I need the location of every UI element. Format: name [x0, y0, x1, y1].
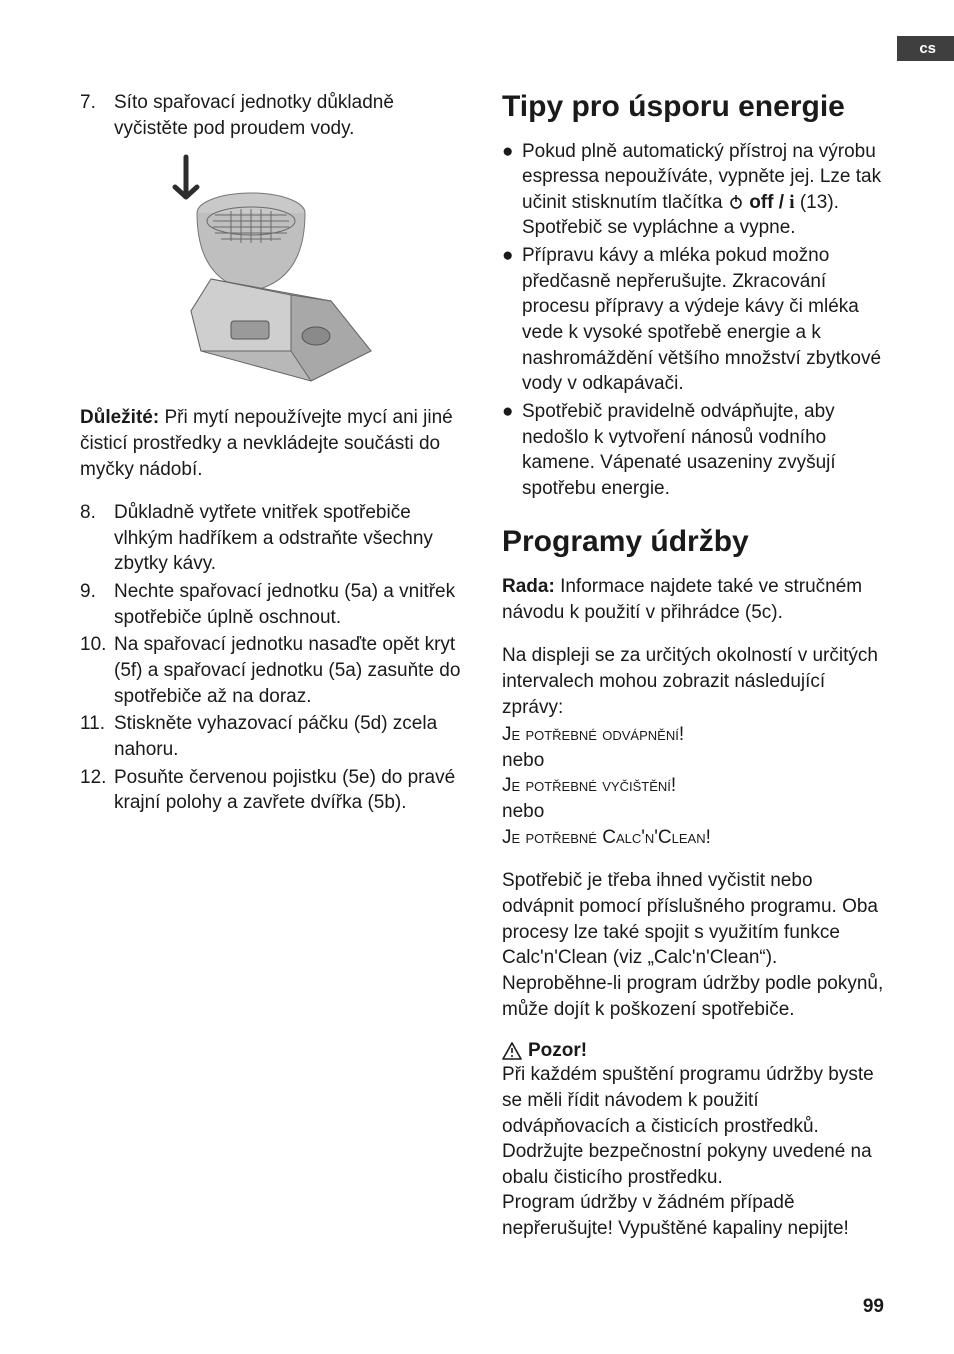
step-number: 11. — [80, 711, 114, 762]
left-column: 7. Síto spařovací jednotky důkladně vyči… — [80, 90, 462, 1242]
display-message: Je potřebné vyčištění! — [502, 773, 884, 799]
bullet-text: Přípravu kávy a mléka pokud možno předča… — [522, 243, 884, 397]
energy-tips-heading: Tipy pro úsporu energie — [502, 90, 884, 125]
step-text: Stiskněte vyhazovací páčku (5d) zcela na… — [114, 711, 462, 762]
bullet-icon: ● — [502, 243, 522, 397]
or-separator: nebo — [502, 799, 884, 825]
list-item: 11.Stiskněte vyhazovací páčku (5d) zcela… — [80, 711, 462, 762]
maintenance-paragraph: Spotřebič je třeba ihned vyčistit nebo o… — [502, 868, 884, 1022]
list-item: 10.Na spařovací jednotku nasaďte opět kr… — [80, 632, 462, 709]
brew-unit-illustration — [141, 151, 401, 391]
step-text: Důkladně vytřete vnitřek spotřebiče vlhk… — [114, 500, 462, 577]
list-item: ● Pokud plně automatický přístroj na výr… — [502, 139, 884, 242]
important-note: Důležité: Při mytí nepoužívejte mycí ani… — [80, 405, 462, 482]
messages-intro: Na displeji se za určitých okolností v u… — [502, 643, 884, 720]
hint-text: Informace najdete také ve stručném návod… — [502, 576, 862, 623]
brew-unit-top — [197, 193, 305, 291]
bullet-icon: ● — [502, 139, 522, 242]
list-item: 12.Posuňte červenou pojistku (5e) do pra… — [80, 765, 462, 816]
step-number: 10. — [80, 632, 114, 709]
bullet-text: Spotřebič pravidelně odvápňujte, aby ned… — [522, 399, 884, 502]
off-label: off / — [749, 192, 789, 213]
step-text: Nechte spařovací jednotku (5a) a vnitřek… — [114, 579, 462, 630]
maintenance-heading: Programy údržby — [502, 525, 884, 560]
warning-text-2: Program údržby v žádném případě nepřeruš… — [502, 1190, 884, 1241]
important-label: Důležité: — [80, 407, 159, 428]
step-number: 8. — [80, 500, 114, 577]
or-separator: nebo — [502, 748, 884, 774]
step-text: Na spařovací jednotku nasaďte opět kryt … — [114, 632, 462, 709]
bullet-icon: ● — [502, 399, 522, 502]
hint-paragraph: Rada: Informace najdete také ve stručném… — [502, 574, 884, 625]
warning-icon — [502, 1042, 522, 1060]
list-item: 8.Důkladně vytřete vnitřek spotřebiče vl… — [80, 500, 462, 577]
step-number: 12. — [80, 765, 114, 816]
page-number: 99 — [863, 1296, 884, 1318]
list-item: ● Přípravu kávy a mléka pokud možno před… — [502, 243, 884, 397]
language-tab: cs — [897, 36, 954, 61]
bullet-text: Pokud plně automatický přístroj na výrob… — [522, 139, 884, 242]
energy-tips-list: ● Pokud plně automatický přístroj na výr… — [502, 139, 884, 502]
right-column: Tipy pro úsporu energie ● Pokud plně aut… — [502, 90, 884, 1242]
step-number: 9. — [80, 579, 114, 630]
step-text: Posuňte červenou pojistku (5e) do pravé … — [114, 765, 462, 816]
step-7: 7. Síto spařovací jednotky důkladně vyči… — [80, 90, 462, 141]
list-item: 9.Nechte spařovací jednotku (5a) a vnitř… — [80, 579, 462, 630]
water-arrow-icon — [175, 157, 197, 197]
display-message: Je potřebné Calc'n'Clean! — [502, 825, 884, 851]
steps-8-12: 8.Důkladně vytřete vnitřek spotřebiče vl… — [80, 500, 462, 816]
display-message: Je potřebné odvápnění! — [502, 722, 884, 748]
list-item: ● Spotřebič pravidelně odvápňujte, aby n… — [502, 399, 884, 502]
warning-text: Při každém spuštění programu údržby byst… — [502, 1062, 884, 1190]
brew-unit-base — [191, 279, 371, 381]
step-number: 7. — [80, 90, 114, 141]
hint-label: Rada: — [502, 576, 555, 597]
power-icon — [728, 194, 744, 210]
warning-heading: Pozor! — [502, 1040, 884, 1062]
step-text: Síto spařovací jednotky důkladně vyčistě… — [114, 90, 462, 141]
warning-label: Pozor! — [528, 1040, 587, 1062]
